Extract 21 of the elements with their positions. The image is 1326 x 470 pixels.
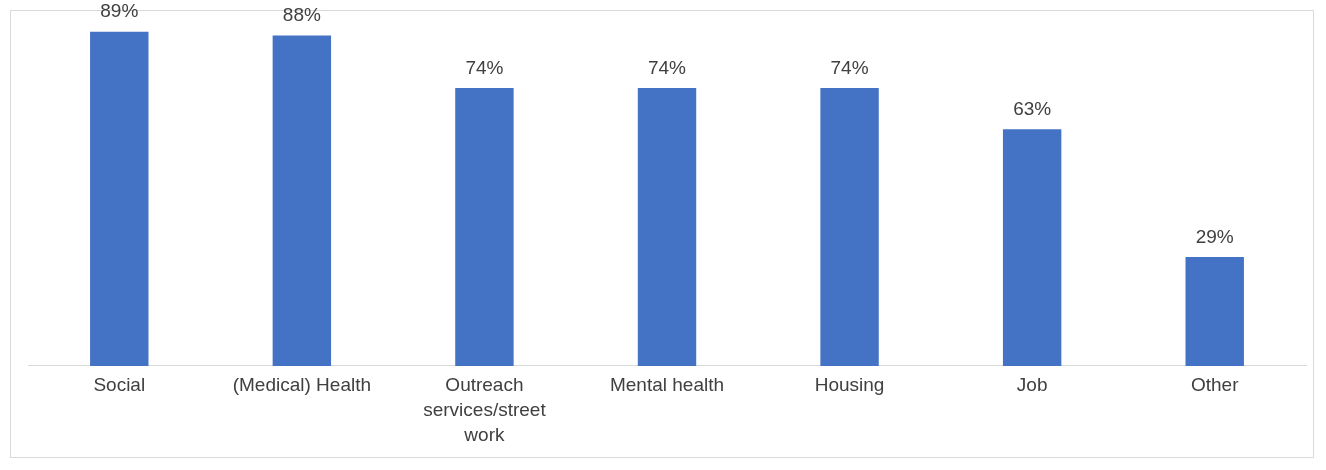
bar xyxy=(637,88,697,366)
data-label: 74% xyxy=(465,56,504,78)
x-tick-label: Job xyxy=(1016,374,1048,396)
bar xyxy=(1185,257,1244,366)
x-tick-label: Other xyxy=(1190,374,1240,396)
data-label: 88% xyxy=(282,4,321,26)
bar xyxy=(455,88,514,366)
bar xyxy=(90,31,149,366)
x-tick-label: Social xyxy=(93,374,146,396)
x-tick-label: Mental health xyxy=(609,374,725,396)
data-label: 89% xyxy=(100,0,139,22)
data-label: 63% xyxy=(1013,98,1052,120)
x-tick-label: Outreach services/street work xyxy=(423,374,547,445)
data-label: 29% xyxy=(1195,225,1234,247)
x-tick-label: (Medical) Health xyxy=(232,374,372,396)
bar xyxy=(1002,129,1062,366)
x-tick-label: Housing xyxy=(814,374,885,396)
bar xyxy=(272,35,332,366)
data-label: 74% xyxy=(647,56,687,78)
data-label: 74% xyxy=(830,56,869,78)
bar xyxy=(820,88,879,366)
